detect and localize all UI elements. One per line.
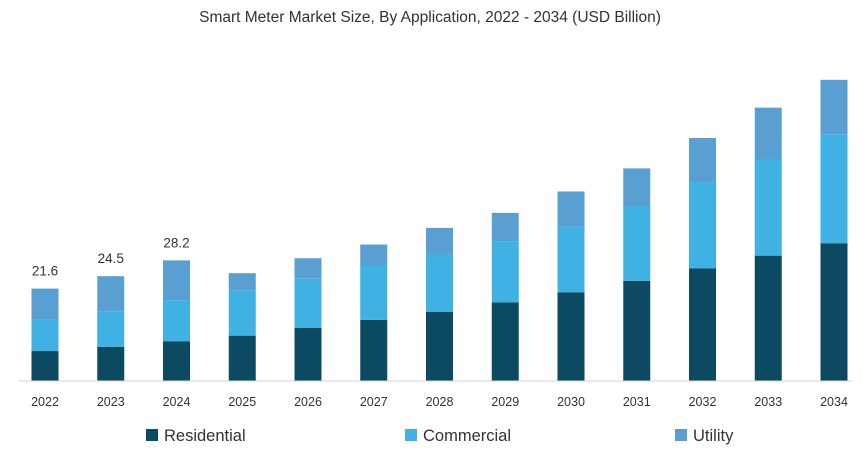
legend-label-residential: Residential: [164, 427, 246, 445]
bar-utility-2025: [228, 273, 256, 291]
bar-utility-2024: [163, 260, 190, 301]
x-tick-label-2025: 2025: [228, 395, 256, 409]
bar-commercial-2028: [426, 253, 453, 312]
x-tick-label-2029: 2029: [491, 395, 519, 409]
bar-residential-2025: [228, 335, 256, 381]
bar-commercial-2023: [97, 311, 125, 347]
bar-utility-2028: [426, 227, 453, 254]
bar-commercial-2029: [491, 241, 519, 303]
x-tick-label-2028: 2028: [426, 395, 454, 409]
bar-residential-2031: [623, 280, 651, 381]
bar-residential-2023: [97, 346, 125, 381]
data-label-2023: 24.5: [98, 251, 124, 266]
bar-commercial-2034: [820, 134, 848, 244]
bar-residential-2027: [360, 319, 388, 381]
data-labels-group: 21.6 24.5 28.2: [32, 235, 190, 278]
bar-utility-2034: [820, 79, 848, 135]
x-axis-ticks: 2022 2023 2024 2025 2026 2027 2028 2029 2030 2031…: [31, 395, 848, 409]
legend-label-commercial: Commercial: [423, 427, 511, 445]
legend-swatch-utility: [675, 429, 687, 441]
bar-residential-2029: [491, 302, 519, 381]
bar-utility-2022: [31, 288, 59, 320]
x-tick-label-2024: 2024: [163, 395, 191, 409]
bar-residential-2032: [689, 268, 716, 381]
bar-commercial-2032: [689, 182, 716, 269]
x-tick-label-2032: 2032: [689, 395, 717, 409]
bar-commercial-2026: [294, 278, 322, 328]
data-label-2022: 21.6: [32, 264, 58, 279]
bar-utility-2027: [360, 244, 388, 266]
bar-utility-2033: [754, 107, 782, 159]
x-tick-label-2027: 2027: [360, 395, 388, 409]
legend-swatch-commercial: [405, 429, 417, 441]
bar-residential-2024: [163, 341, 190, 381]
bars-group: [31, 79, 848, 381]
bar-utility-2031: [623, 168, 651, 207]
x-tick-label-2030: 2030: [557, 395, 585, 409]
x-tick-label-2031: 2031: [623, 395, 651, 409]
bar-residential-2034: [820, 243, 848, 381]
bar-residential-2022: [31, 351, 59, 381]
data-label-2024: 28.2: [163, 235, 189, 250]
bar-commercial-2024: [163, 300, 190, 342]
bar-residential-2028: [426, 311, 453, 381]
bar-residential-2030: [557, 292, 585, 381]
bar-residential-2026: [294, 327, 322, 381]
x-tick-label-2026: 2026: [294, 395, 322, 409]
bar-commercial-2031: [623, 206, 651, 281]
bar-commercial-2030: [557, 226, 585, 293]
legend-swatch-residential: [146, 429, 158, 441]
x-tick-label-2033: 2033: [754, 395, 782, 409]
bar-residential-2033: [754, 255, 782, 381]
legend-label-utility: Utility: [693, 427, 734, 445]
bar-commercial-2027: [360, 265, 388, 320]
x-tick-label-2023: 2023: [97, 395, 125, 409]
bar-utility-2026: [294, 258, 322, 279]
bar-utility-2030: [557, 191, 585, 227]
bar-utility-2032: [689, 138, 716, 183]
bar-commercial-2033: [754, 158, 782, 256]
legend: Residential Commercial Utility: [146, 427, 734, 445]
chart-title: Smart Meter Market Size, By Application,…: [199, 9, 661, 26]
bar-utility-2023: [97, 276, 125, 312]
bar-commercial-2022: [31, 319, 59, 352]
x-tick-label-2022: 2022: [31, 395, 59, 409]
x-tick-label-2034: 2034: [820, 395, 848, 409]
bar-utility-2029: [491, 212, 519, 242]
bar-commercial-2025: [228, 290, 256, 336]
